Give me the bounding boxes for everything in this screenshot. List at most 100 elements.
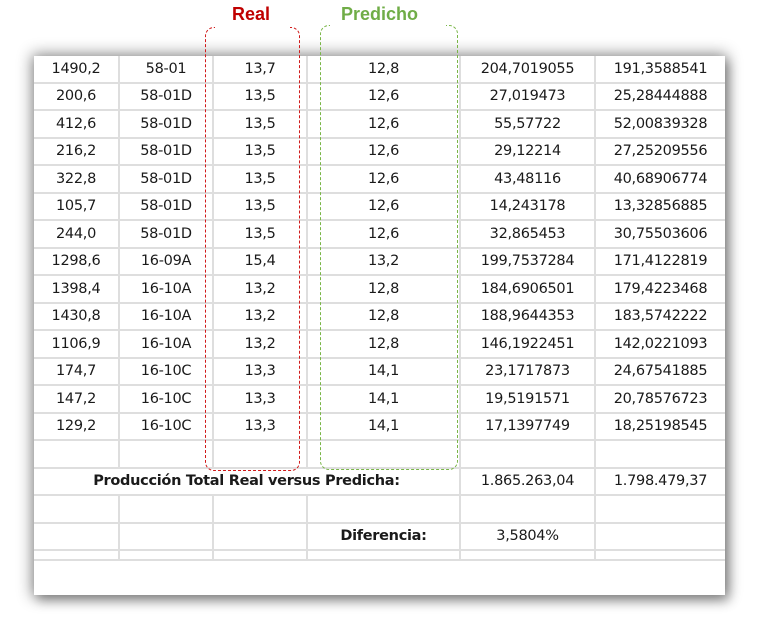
cell[interactable]: 17,1397749 [459, 411, 596, 441]
cell-predicho[interactable]: 12,8 [306, 274, 461, 304]
cell[interactable]: 16-10A [118, 301, 214, 331]
empty-cell[interactable] [34, 521, 120, 551]
empty-cell[interactable] [594, 549, 725, 561]
cell[interactable]: 188,9644353 [459, 301, 596, 331]
cell[interactable]: 13,32856885 [594, 191, 725, 221]
empty-cell[interactable] [34, 439, 120, 469]
cell[interactable]: 20,78576723 [594, 384, 725, 414]
cell[interactable]: 322,8 [34, 164, 120, 194]
empty-cell[interactable] [212, 549, 308, 561]
cell[interactable]: 105,7 [34, 191, 120, 221]
difference-label[interactable]: Diferencia: [306, 521, 461, 551]
cell[interactable]: 1298,6 [34, 246, 120, 276]
empty-cell[interactable] [459, 494, 596, 524]
empty-cell[interactable] [118, 494, 214, 524]
difference-value[interactable]: 3,5804% [459, 521, 596, 551]
cell[interactable]: 58-01 [118, 56, 214, 84]
cell[interactable]: 16-09A [118, 246, 214, 276]
cell[interactable]: 1430,8 [34, 301, 120, 331]
empty-cell[interactable] [212, 494, 308, 524]
empty-cell[interactable] [212, 439, 308, 469]
cell[interactable]: 18,25198545 [594, 411, 725, 441]
cell-real[interactable]: 13,2 [212, 301, 308, 331]
empty-cell[interactable] [118, 549, 214, 561]
cell[interactable]: 30,75503606 [594, 219, 725, 249]
cell[interactable]: 58-01D [118, 109, 214, 139]
cell-real[interactable]: 13,5 [212, 191, 308, 221]
cell-predicho[interactable]: 12,8 [306, 329, 461, 359]
cell[interactable]: 55,57722 [459, 109, 596, 139]
cell-predicho[interactable]: 12,6 [306, 136, 461, 166]
cell-predicho[interactable]: 12,6 [306, 219, 461, 249]
cell[interactable]: 29,12214 [459, 136, 596, 166]
cell[interactable]: 25,28444888 [594, 81, 725, 111]
empty-cell[interactable] [306, 494, 461, 524]
cell-predicho[interactable]: 12,8 [306, 301, 461, 331]
cell[interactable]: 14,243178 [459, 191, 596, 221]
cell[interactable]: 1106,9 [34, 329, 120, 359]
cell[interactable]: 129,2 [34, 411, 120, 441]
cell[interactable]: 183,5742222 [594, 301, 725, 331]
cell[interactable]: 58-01D [118, 136, 214, 166]
cell[interactable]: 16-10C [118, 384, 214, 414]
cell[interactable]: 1398,4 [34, 274, 120, 304]
cell-predicho[interactable]: 12,6 [306, 164, 461, 194]
cell[interactable]: 23,1717873 [459, 356, 596, 386]
cell[interactable]: 16-10C [118, 356, 214, 386]
cell[interactable]: 146,1922451 [459, 329, 596, 359]
cell-predicho[interactable]: 12,6 [306, 81, 461, 111]
cell[interactable]: 1490,2 [34, 56, 120, 84]
cell-real[interactable]: 13,2 [212, 274, 308, 304]
cell-predicho[interactable]: 13,2 [306, 246, 461, 276]
cell-real[interactable]: 13,5 [212, 109, 308, 139]
totals-label[interactable]: Producción Total Real versus Predicha: [34, 466, 461, 496]
empty-cell[interactable] [118, 439, 214, 469]
cell[interactable]: 199,7537284 [459, 246, 596, 276]
cell[interactable]: 58-01D [118, 164, 214, 194]
cell[interactable]: 24,67541885 [594, 356, 725, 386]
cell[interactable]: 16-10C [118, 411, 214, 441]
empty-cell[interactable] [594, 439, 725, 469]
cell-predicho[interactable]: 12,6 [306, 191, 461, 221]
cell[interactable]: 171,4122819 [594, 246, 725, 276]
cell-predicho[interactable]: 12,8 [306, 56, 461, 84]
cell-real[interactable]: 13,5 [212, 219, 308, 249]
cell[interactable]: 52,00839328 [594, 109, 725, 139]
empty-cell[interactable] [118, 521, 214, 551]
cell[interactable]: 27,25209556 [594, 136, 725, 166]
cell[interactable]: 191,3588541 [594, 56, 725, 84]
empty-cell[interactable] [594, 494, 725, 524]
cell[interactable]: 216,2 [34, 136, 120, 166]
cell-real[interactable]: 13,5 [212, 81, 308, 111]
empty-cell[interactable] [212, 521, 308, 551]
empty-cell[interactable] [459, 549, 596, 561]
cell[interactable]: 32,865453 [459, 219, 596, 249]
cell[interactable]: 43,48116 [459, 164, 596, 194]
cell-real[interactable]: 13,5 [212, 164, 308, 194]
empty-cell[interactable] [594, 521, 725, 551]
cell[interactable]: 19,5191571 [459, 384, 596, 414]
total-real-value[interactable]: 1.865.263,04 [459, 466, 596, 496]
cell[interactable]: 58-01D [118, 219, 214, 249]
cell[interactable]: 184,6906501 [459, 274, 596, 304]
cell-real[interactable]: 13,3 [212, 356, 308, 386]
cell[interactable]: 200,6 [34, 81, 120, 111]
cell-real[interactable]: 13,2 [212, 329, 308, 359]
cell-real[interactable]: 13,5 [212, 136, 308, 166]
empty-cell[interactable] [306, 549, 461, 561]
empty-cell[interactable] [34, 549, 120, 561]
cell[interactable]: 16-10A [118, 274, 214, 304]
cell[interactable]: 174,7 [34, 356, 120, 386]
cell[interactable]: 16-10A [118, 329, 214, 359]
cell[interactable]: 40,68906774 [594, 164, 725, 194]
empty-cell[interactable] [306, 439, 461, 469]
empty-cell[interactable] [459, 439, 596, 469]
cell[interactable]: 179,4223468 [594, 274, 725, 304]
cell[interactable]: 244,0 [34, 219, 120, 249]
empty-cell[interactable] [34, 494, 120, 524]
cell[interactable]: 142,0221093 [594, 329, 725, 359]
cell-predicho[interactable]: 12,6 [306, 109, 461, 139]
total-predicho-value[interactable]: 1.798.479,37 [594, 466, 725, 496]
cell[interactable]: 147,2 [34, 384, 120, 414]
cell[interactable]: 58-01D [118, 191, 214, 221]
